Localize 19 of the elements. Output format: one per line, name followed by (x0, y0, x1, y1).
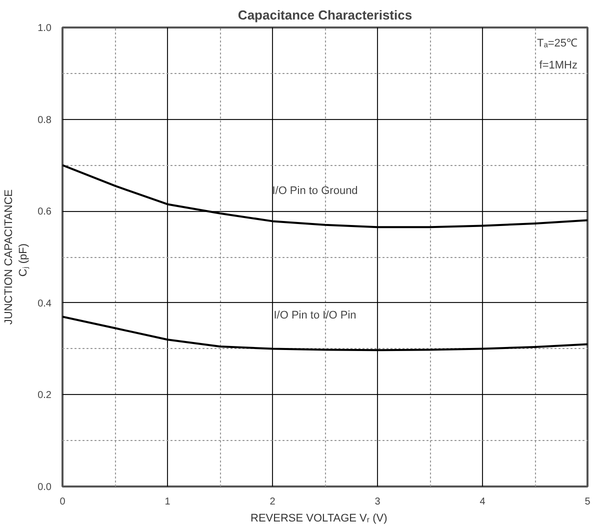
annotation: f=1MHz (539, 60, 578, 72)
y-tick-label: 0.0 (38, 482, 52, 493)
x-tick-label: 0 (60, 496, 66, 508)
text: I/O Pin to Ground (272, 184, 358, 197)
x-tick-label: 5 (584, 496, 591, 508)
x-tick-label: 3 (374, 496, 381, 508)
y-tick-label: 0.4 (38, 298, 52, 310)
y-tick-label: 1.0 (38, 23, 52, 34)
x-axis-title: REVERSE VOLTAGE Vᵣ (V) (250, 512, 388, 524)
x-tick-label: 4 (480, 496, 486, 508)
y-tick-label: 0.6 (38, 206, 52, 218)
x-tick-label: 1 (164, 496, 171, 508)
y-tick-label: 0.8 (38, 114, 52, 126)
text: I/O Pin to I/O Pin (274, 310, 356, 322)
annotation: Tₐ=25℃ (537, 38, 578, 50)
y-tick-label: 0.2 (38, 390, 52, 402)
x-tick-label: 2 (270, 496, 276, 508)
y-axis-title: JUNCTION CAPACITANCE Cⱼ (pF) (3, 189, 30, 325)
chart-title: Capacitance Characteristics (238, 8, 412, 22)
